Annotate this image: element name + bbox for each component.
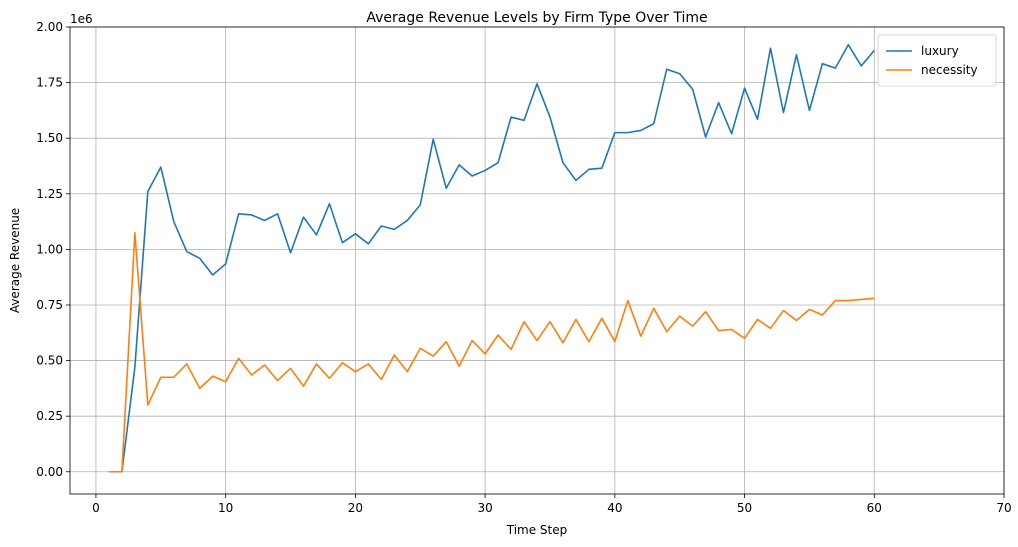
y-tick-label: 1.25 bbox=[36, 187, 63, 201]
y-tick-label: 1.75 bbox=[36, 76, 63, 90]
x-tick-label: 20 bbox=[348, 501, 363, 515]
legend-label-luxury: luxury bbox=[921, 44, 959, 58]
chart-title: Average Revenue Levels by Firm Type Over… bbox=[366, 10, 707, 26]
y-offset-text: 1e6 bbox=[70, 12, 93, 26]
legend-label-necessity: necessity bbox=[921, 63, 978, 77]
legend: luxury necessity bbox=[877, 34, 997, 87]
y-tick-label: 0.00 bbox=[36, 465, 63, 479]
series-lines bbox=[108, 43, 875, 473]
y-axis-label: Average Revenue bbox=[8, 208, 22, 313]
series-line-necessity bbox=[108, 231, 875, 473]
y-tick-label: 0.75 bbox=[36, 298, 63, 312]
y-tick-label: 1.00 bbox=[36, 242, 63, 256]
x-tick-label: 50 bbox=[737, 501, 752, 515]
series-line-luxury bbox=[108, 43, 875, 473]
x-axis: 0 10 20 30 40 50 60 70 bbox=[92, 494, 1012, 515]
legend-box bbox=[877, 34, 997, 87]
x-tick-label: 40 bbox=[607, 501, 622, 515]
x-tick-label: 30 bbox=[477, 501, 492, 515]
y-tick-label: 1.50 bbox=[36, 131, 63, 145]
plot-frame bbox=[69, 26, 1005, 495]
x-tick-label: 70 bbox=[996, 501, 1011, 515]
x-axis-label: Time Step bbox=[506, 523, 568, 537]
y-tick-label: 0.50 bbox=[36, 354, 63, 368]
x-tick-label: 0 bbox=[92, 501, 100, 515]
x-tick-label: 60 bbox=[867, 501, 882, 515]
x-tick-label: 10 bbox=[218, 501, 233, 515]
y-axis: 0.00 0.25 0.50 0.75 1.00 1.25 1.50 1.75 2.00 bbox=[36, 20, 70, 479]
grid bbox=[70, 26, 1005, 494]
y-tick-label: 0.25 bbox=[36, 409, 63, 423]
y-tick-label: 2.00 bbox=[36, 20, 63, 34]
